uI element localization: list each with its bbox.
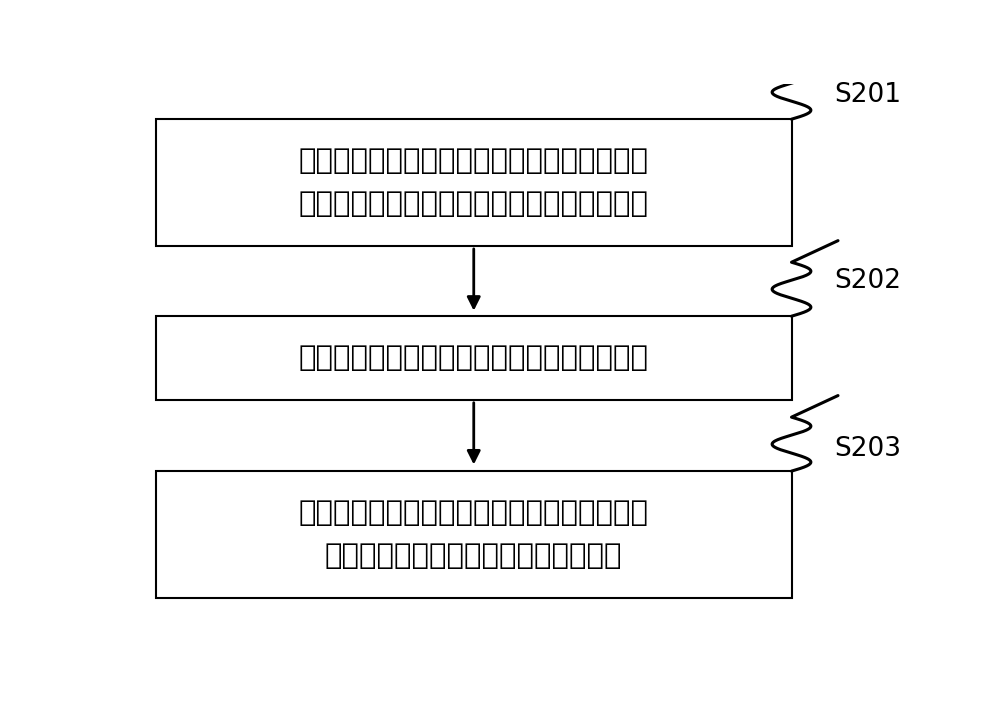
Text: 对所述燃料电池的各个工况点进行线性化，以
获得所述燃料电池的各个工况点的线性化模型: 对所述燃料电池的各个工况点进行线性化，以 获得所述燃料电池的各个工况点的线性化模… (299, 147, 649, 218)
Text: 确定所述燃料电池的各个工况点的隶属度函数: 确定所述燃料电池的各个工况点的隶属度函数 (299, 344, 649, 372)
Text: 根据所述燃料电池的各个工况点的隶属度函数
和线性化模型，获取所述全局内嵌模型: 根据所述燃料电池的各个工况点的隶属度函数 和线性化模型，获取所述全局内嵌模型 (299, 499, 649, 570)
Text: S202: S202 (834, 268, 901, 294)
Text: S203: S203 (834, 436, 901, 462)
FancyBboxPatch shape (156, 316, 792, 400)
FancyBboxPatch shape (156, 471, 792, 598)
Text: S201: S201 (834, 83, 901, 109)
FancyBboxPatch shape (156, 119, 792, 246)
